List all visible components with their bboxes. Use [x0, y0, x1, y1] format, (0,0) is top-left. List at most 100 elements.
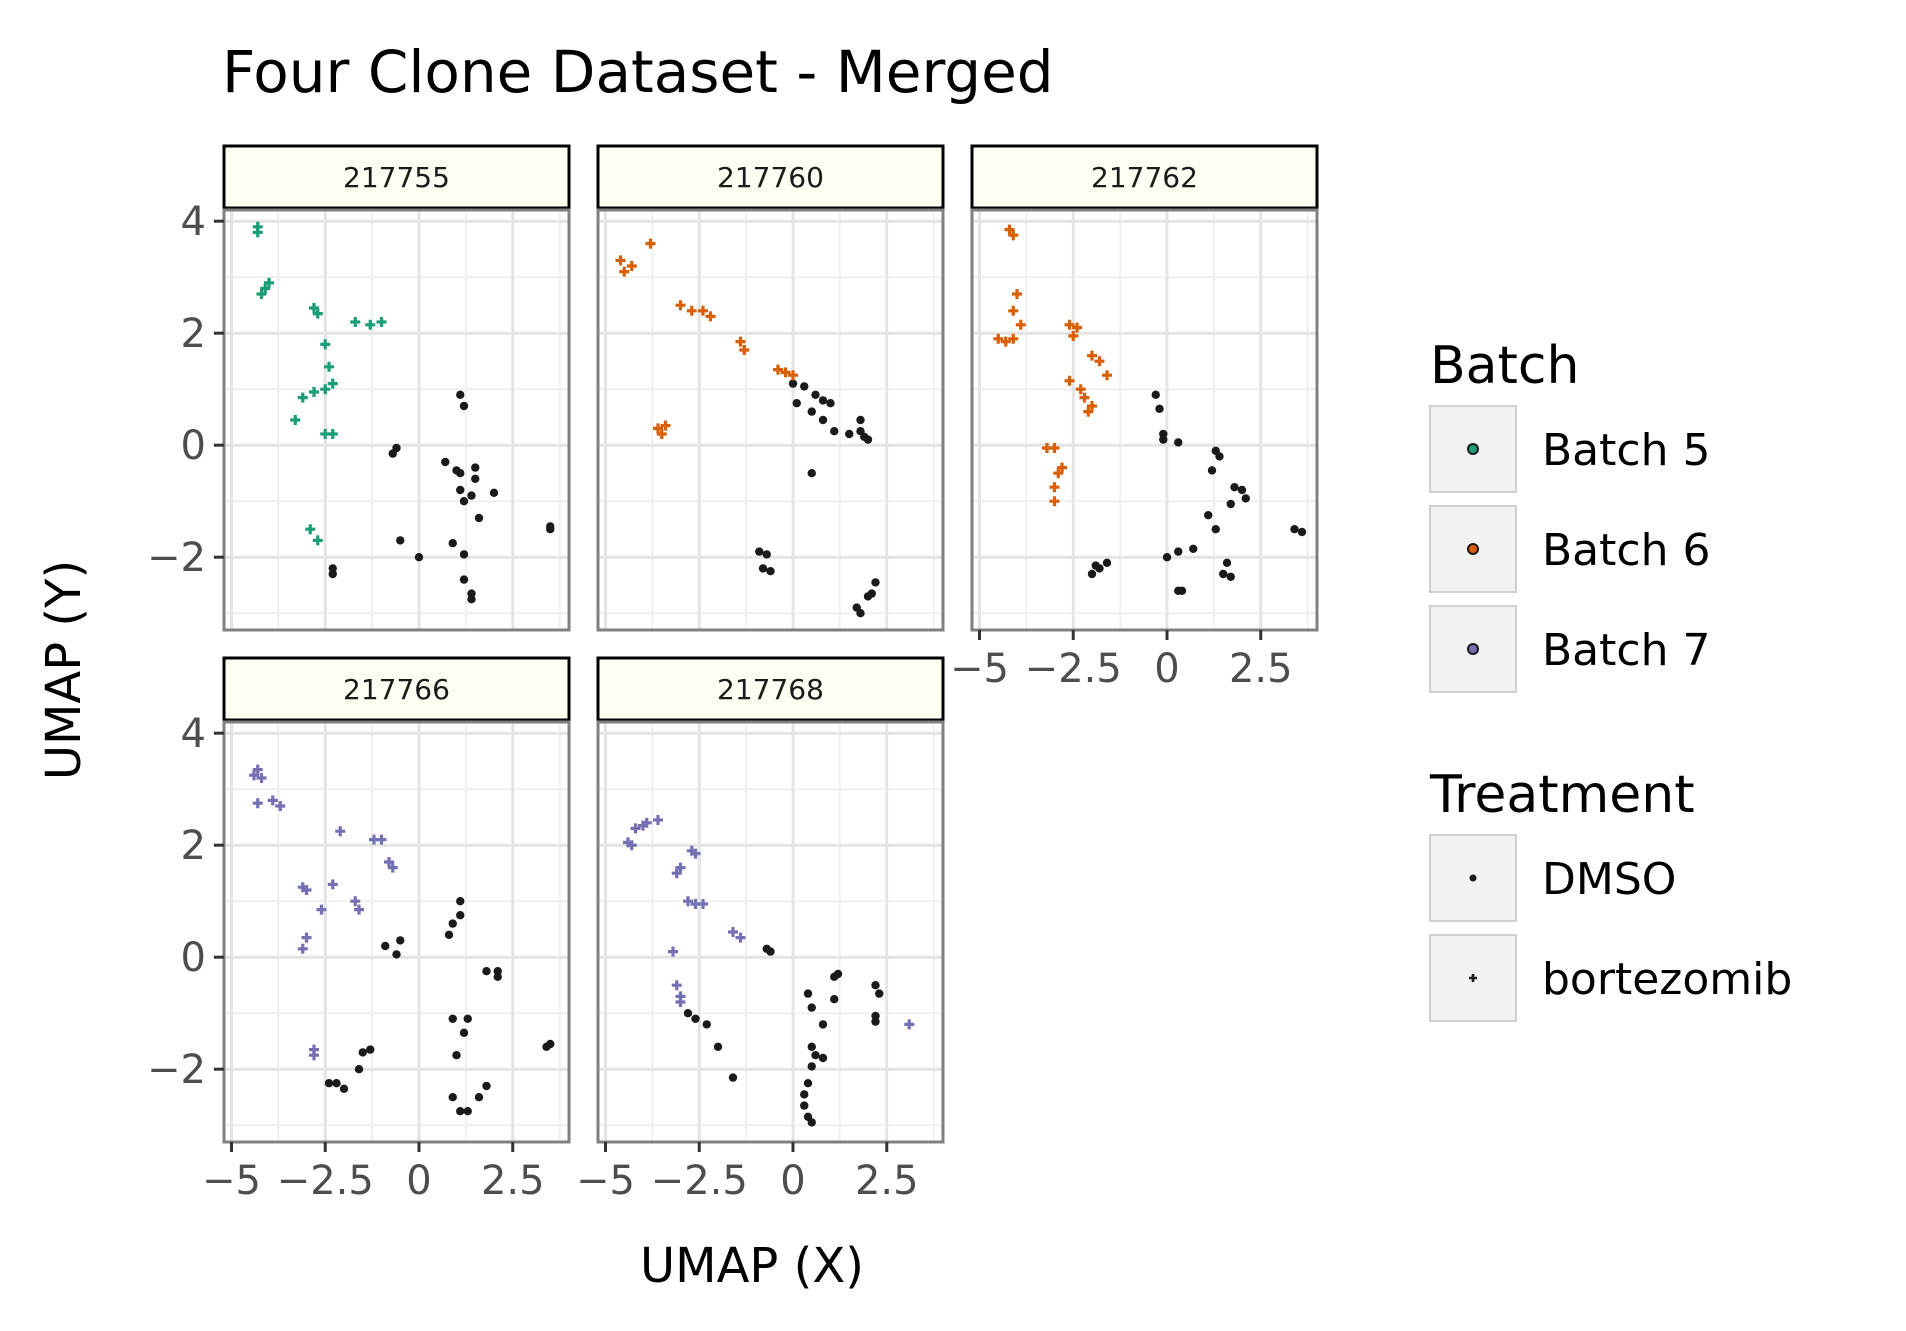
bortezomib-point: [686, 305, 697, 316]
bortezomib-point: [1102, 370, 1112, 381]
bortezomib-point: [335, 826, 346, 837]
y-tick-label: 2: [181, 311, 206, 357]
facet-strip: [222, 656, 571, 722]
dmso-point: [1297, 527, 1307, 537]
y-axis-label: UMAP (Y): [36, 560, 92, 780]
legend-treatment-swatch: [1469, 874, 1477, 882]
bortezomib-point: [312, 308, 323, 319]
bortezomib-point: [297, 392, 308, 403]
dmso-point: [803, 1079, 813, 1088]
bortezomib-point: [626, 261, 637, 271]
dmso-point: [807, 1118, 816, 1127]
dmso-point: [856, 609, 865, 618]
bortezomib-point: [387, 862, 398, 873]
bortezomib-point: [993, 333, 1004, 344]
bortezomib-point: [1094, 356, 1105, 367]
dmso-point: [800, 1090, 809, 1099]
panel-border: [222, 208, 571, 632]
dmso-point: [1211, 525, 1220, 534]
chart-title: Four Clone Dataset - Merged: [222, 38, 1054, 106]
dmso-point: [448, 1093, 457, 1102]
dmso-point: [456, 897, 465, 906]
bortezomib-point: [683, 896, 693, 907]
legend-treatment-title: Treatment: [1429, 765, 1695, 825]
bortezomib-point: [1075, 384, 1086, 395]
facet-strip: [596, 144, 945, 210]
dmso-point: [448, 539, 457, 548]
bortezomib-point: [249, 770, 259, 781]
dmso-point: [818, 1053, 828, 1063]
dmso-point: [456, 469, 465, 478]
y-tick-label: 4: [181, 711, 206, 757]
dmso-point: [766, 947, 775, 956]
plot-background: [224, 722, 569, 1142]
bortezomib-point: [252, 227, 263, 238]
legend-treatment-label: bortezomib: [1542, 954, 1792, 1005]
dmso-point: [833, 969, 843, 979]
legend-batch-swatch: [1467, 443, 1479, 455]
bortezomib-point: [735, 336, 746, 347]
dmso-point: [358, 1048, 367, 1057]
dmso-point: [1174, 438, 1183, 447]
bortezomib-point: [1053, 468, 1064, 479]
dmso-point: [758, 564, 768, 573]
bortezomib-point: [615, 255, 626, 266]
bortezomib-point: [312, 535, 323, 546]
facet-panel-217755: 217755 −2 0 2 4: [147, 144, 571, 632]
dmso-point: [863, 435, 873, 444]
dmso-point: [459, 401, 469, 411]
legend-treatment-label: DMSO: [1542, 854, 1676, 905]
dmso-point: [463, 1107, 472, 1116]
facet-panels: 217755 −2 0 2 4 217760 217762 −5 −2.5 0 2.5 217766 −…: [147, 144, 1319, 1204]
bortezomib-point: [350, 317, 361, 327]
y-tick-label: 0: [181, 423, 206, 469]
bortezomib-point: [671, 980, 682, 991]
bortezomib-point: [384, 857, 394, 867]
bortezomib-point: [256, 773, 267, 783]
dmso-point: [463, 1014, 472, 1023]
facet-strip-label: 217755: [343, 161, 450, 194]
bortezomib-point: [660, 420, 671, 431]
bortezomib-point: [1064, 375, 1075, 386]
bortezomib-point: [705, 311, 716, 322]
dmso-point: [456, 1107, 465, 1116]
facet-panel-217760: 217760: [596, 144, 945, 632]
bortezomib-point: [735, 932, 746, 943]
x-tick-label: 0: [1154, 646, 1179, 692]
bortezomib-point: [1049, 482, 1060, 493]
bortezomib-point: [320, 384, 331, 395]
dmso-point: [1207, 466, 1217, 475]
x-tick-label: −2.5: [1025, 646, 1122, 692]
facet-strip: [596, 656, 945, 722]
dmso-point: [818, 415, 828, 425]
dmso-point: [467, 491, 476, 500]
y-tick-label: −2: [147, 535, 206, 581]
dmso-point: [863, 592, 873, 601]
legend-batch-label: Batch 5: [1542, 425, 1710, 476]
bortezomib-point: [641, 817, 652, 828]
dmso-point: [871, 578, 880, 587]
dmso-point: [546, 1039, 555, 1049]
bortezomib-point: [690, 848, 701, 859]
x-tick-label: 2.5: [855, 1158, 919, 1204]
bortezomib-point: [619, 266, 630, 277]
x-tick-label: 2.5: [481, 1158, 545, 1204]
bortezomib-point: [1004, 224, 1015, 235]
legend-batch-label: Batch 6: [1542, 525, 1710, 576]
bortezomib-point: [739, 345, 750, 355]
bortezomib-point: [773, 364, 783, 375]
dmso-point: [396, 536, 405, 545]
x-tick-label: −2.5: [651, 1158, 748, 1204]
y-tick-label: 0: [181, 935, 206, 981]
bortezomib-point: [1083, 406, 1094, 417]
dmso-point: [1189, 544, 1198, 553]
facet-strip: [970, 144, 1319, 210]
dmso-point: [448, 919, 457, 928]
dmso-point: [467, 595, 476, 604]
dmso-point: [414, 553, 424, 562]
dmso-point: [1222, 558, 1232, 567]
dmso-point: [1237, 485, 1247, 495]
dmso-point: [1230, 483, 1239, 492]
dmso-point: [459, 575, 469, 584]
bortezomib-point: [320, 339, 331, 350]
